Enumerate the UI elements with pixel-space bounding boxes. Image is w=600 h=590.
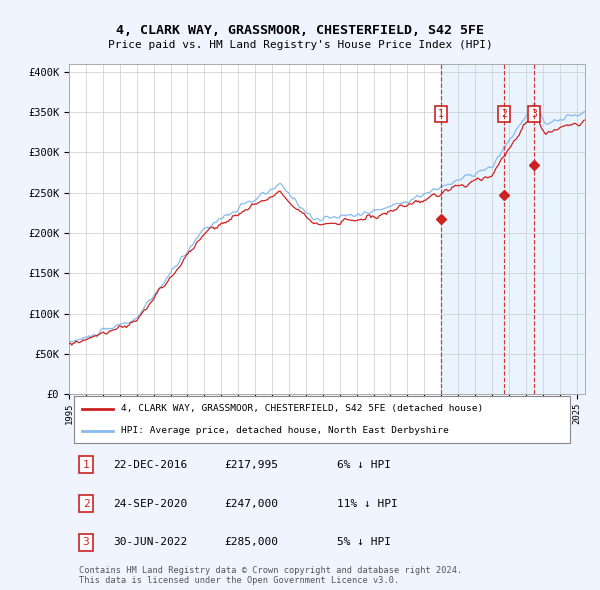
Text: HPI: Average price, detached house, North East Derbyshire: HPI: Average price, detached house, Nort… xyxy=(121,426,448,435)
Text: 30-JUN-2022: 30-JUN-2022 xyxy=(113,537,187,548)
Text: 2: 2 xyxy=(502,109,507,119)
Text: This data is licensed under the Open Government Licence v3.0.: This data is licensed under the Open Gov… xyxy=(79,576,400,585)
Text: 5% ↓ HPI: 5% ↓ HPI xyxy=(337,537,391,548)
Text: Contains HM Land Registry data © Crown copyright and database right 2024.: Contains HM Land Registry data © Crown c… xyxy=(79,566,463,575)
Text: 1: 1 xyxy=(438,109,443,119)
Text: Price paid vs. HM Land Registry's House Price Index (HPI): Price paid vs. HM Land Registry's House … xyxy=(107,40,493,50)
Text: 24-SEP-2020: 24-SEP-2020 xyxy=(113,499,187,509)
Text: 4, CLARK WAY, GRASSMOOR, CHESTERFIELD, S42 5FE: 4, CLARK WAY, GRASSMOOR, CHESTERFIELD, S… xyxy=(116,24,484,37)
Text: 22-DEC-2016: 22-DEC-2016 xyxy=(113,460,187,470)
Text: 2: 2 xyxy=(83,499,89,509)
FancyBboxPatch shape xyxy=(74,396,569,443)
Text: 11% ↓ HPI: 11% ↓ HPI xyxy=(337,499,398,509)
Text: 1: 1 xyxy=(83,460,89,470)
Text: £217,995: £217,995 xyxy=(224,460,278,470)
Bar xyxy=(440,64,600,394)
Text: £285,000: £285,000 xyxy=(224,537,278,548)
Text: 4, CLARK WAY, GRASSMOOR, CHESTERFIELD, S42 5FE (detached house): 4, CLARK WAY, GRASSMOOR, CHESTERFIELD, S… xyxy=(121,404,483,413)
Text: 3: 3 xyxy=(83,537,89,548)
Text: 3: 3 xyxy=(532,109,537,119)
Text: £247,000: £247,000 xyxy=(224,499,278,509)
Text: 6% ↓ HPI: 6% ↓ HPI xyxy=(337,460,391,470)
